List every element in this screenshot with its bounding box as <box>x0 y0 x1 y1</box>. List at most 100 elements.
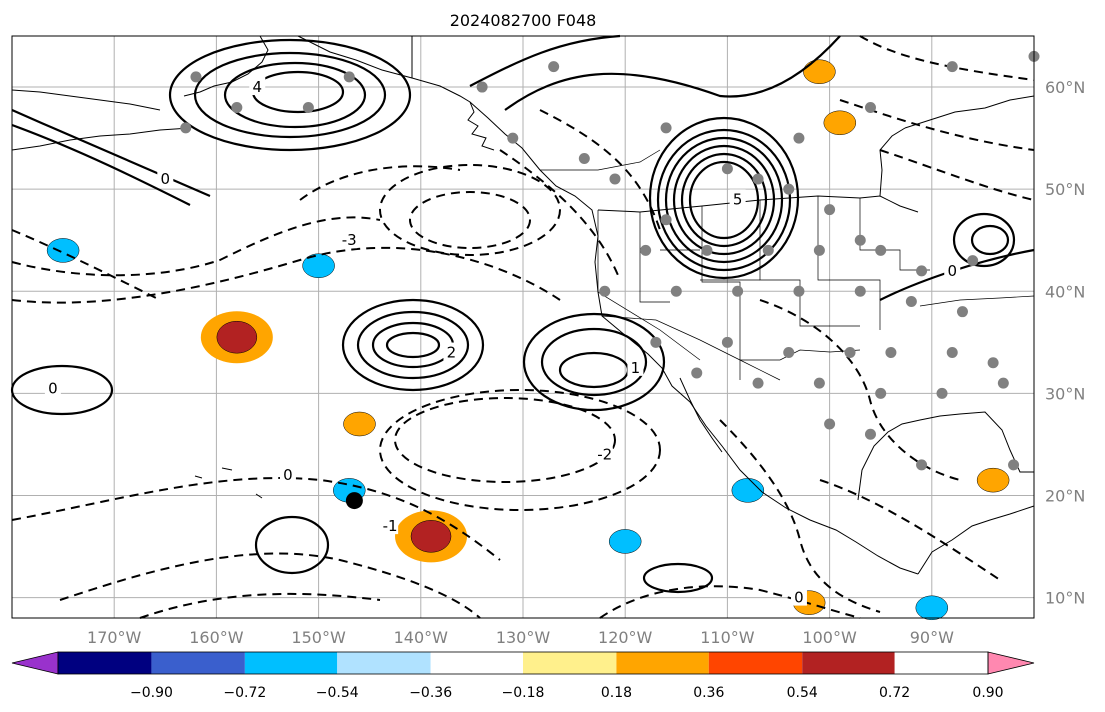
station-marker <box>864 428 876 440</box>
station-marker <box>721 163 733 175</box>
shaded-anomaly-area <box>731 478 765 503</box>
colorbar-segment <box>708 652 803 674</box>
contour-label: 4 <box>253 78 263 96</box>
station-marker <box>721 336 733 348</box>
latitude-tick-label: 10°N <box>1045 589 1085 608</box>
shaded-anomaly-area <box>410 520 452 553</box>
colorbar-tick-label: −0.72 <box>223 685 266 701</box>
longitude-tick-label: 170°W <box>87 628 142 647</box>
station-marker <box>640 244 652 256</box>
longitude-tick-label: 160°W <box>189 628 244 647</box>
contour-label: 1 <box>631 359 641 377</box>
station-marker <box>650 336 662 348</box>
colorbar-tick-label: −0.54 <box>316 685 359 701</box>
station-markers <box>180 50 1040 471</box>
colorbar-segment <box>337 652 431 674</box>
colorbar-extend-low <box>11 651 59 675</box>
station-marker <box>854 234 866 246</box>
colorbar-tick-labels: −0.90 −0.72 −0.54 −0.36 −0.18 0.18 0.36 0.54 0.7… <box>130 685 1004 701</box>
station-marker <box>783 183 795 195</box>
contour-label: -2 <box>597 446 612 464</box>
station-marker <box>793 285 805 297</box>
contour-label-background <box>44 378 61 397</box>
contour-label: 0 <box>794 589 804 607</box>
station-marker <box>854 285 866 297</box>
station-marker <box>793 132 805 144</box>
latitude-labels: 60°N 50°N 40°N 30°N 20°N 10°N <box>1045 78 1085 608</box>
contour-label-background <box>944 260 961 279</box>
longitude-tick-label: 120°W <box>598 628 653 647</box>
station-marker <box>752 377 764 389</box>
dashed-contour-lines <box>11 35 1035 619</box>
colorbar-segment <box>151 652 245 674</box>
station-marker <box>180 122 192 134</box>
latitude-tick-label: 40°N <box>1045 282 1085 301</box>
station-marker <box>578 153 590 165</box>
longitude-tick-label: 130°W <box>496 628 551 647</box>
contour-label: 0 <box>161 170 171 188</box>
contour-label-background <box>790 587 807 606</box>
station-marker <box>190 71 202 83</box>
longitude-tick-label: 90°W <box>910 628 954 647</box>
map-panel: 2 1 5 4 0 0 0 0 -1 -2 -3 0 <box>10 34 1040 621</box>
station-marker <box>916 265 928 277</box>
latitude-tick-label: 50°N <box>1045 180 1085 199</box>
station-marker <box>732 285 744 297</box>
colorbar-segment <box>244 652 338 674</box>
contour-label: 0 <box>283 466 293 484</box>
map-title: 2024082700 F048 <box>450 11 597 30</box>
contour-label-background <box>729 189 746 208</box>
colorbar-segment <box>58 652 152 674</box>
station-marker <box>762 244 774 256</box>
longitude-labels: 170°W 160°W 150°W 140°W 130°W 120°W 110°W 100°W… <box>87 628 954 647</box>
colorbar-tick-label: −0.90 <box>130 685 173 701</box>
station-marker <box>813 244 825 256</box>
colorbar-segment <box>523 652 617 674</box>
contour-label: -3 <box>342 231 357 249</box>
shaded-anomaly-area <box>608 529 642 554</box>
station-marker <box>813 377 825 389</box>
shaded-anomaly-area <box>976 467 1010 493</box>
station-marker <box>302 101 314 113</box>
station-marker <box>946 61 958 73</box>
station-marker <box>875 387 887 399</box>
gridlines <box>12 36 1034 618</box>
station-marker <box>476 81 488 93</box>
contour-label-background <box>596 444 613 463</box>
longitude-tick-label: 110°W <box>700 628 755 647</box>
station-marker <box>783 347 795 359</box>
station-marker <box>691 367 703 379</box>
map-frame <box>11 35 1035 619</box>
colorbar-tick-label: 0.36 <box>693 685 724 701</box>
station-marker <box>946 347 958 359</box>
shaded-anomaly-area <box>343 411 376 437</box>
colorbar-tick-label: 0.54 <box>787 685 818 701</box>
shaded-anomaly-area <box>823 110 857 136</box>
contour-label: 0 <box>947 262 957 280</box>
shaded-anomaly-layer <box>46 59 1010 621</box>
shaded-anomaly-area <box>302 253 335 278</box>
storm-center-marker <box>345 492 363 510</box>
contour-label-background <box>341 230 358 249</box>
contour-label-background <box>627 357 644 376</box>
station-marker <box>599 285 611 297</box>
contour-label: 0 <box>48 379 58 397</box>
contour-label-background <box>279 465 296 484</box>
shaded-anomaly-area <box>803 59 836 84</box>
station-marker <box>956 306 968 318</box>
station-marker <box>875 244 887 256</box>
storm-center-marker-dot <box>345 492 363 510</box>
station-marker <box>905 295 917 307</box>
station-marker <box>967 255 979 267</box>
colorbar-extend-high <box>987 651 1035 675</box>
station-marker <box>1008 459 1020 471</box>
station-marker <box>670 285 682 297</box>
station-marker <box>660 122 672 134</box>
station-marker <box>916 459 928 471</box>
station-marker <box>752 173 764 185</box>
shaded-anomaly-area <box>915 595 949 621</box>
station-marker <box>824 418 836 430</box>
longitude-tick-label: 140°W <box>394 628 449 647</box>
colorbar-tick-label: 0.72 <box>879 685 910 701</box>
station-marker <box>987 357 999 369</box>
